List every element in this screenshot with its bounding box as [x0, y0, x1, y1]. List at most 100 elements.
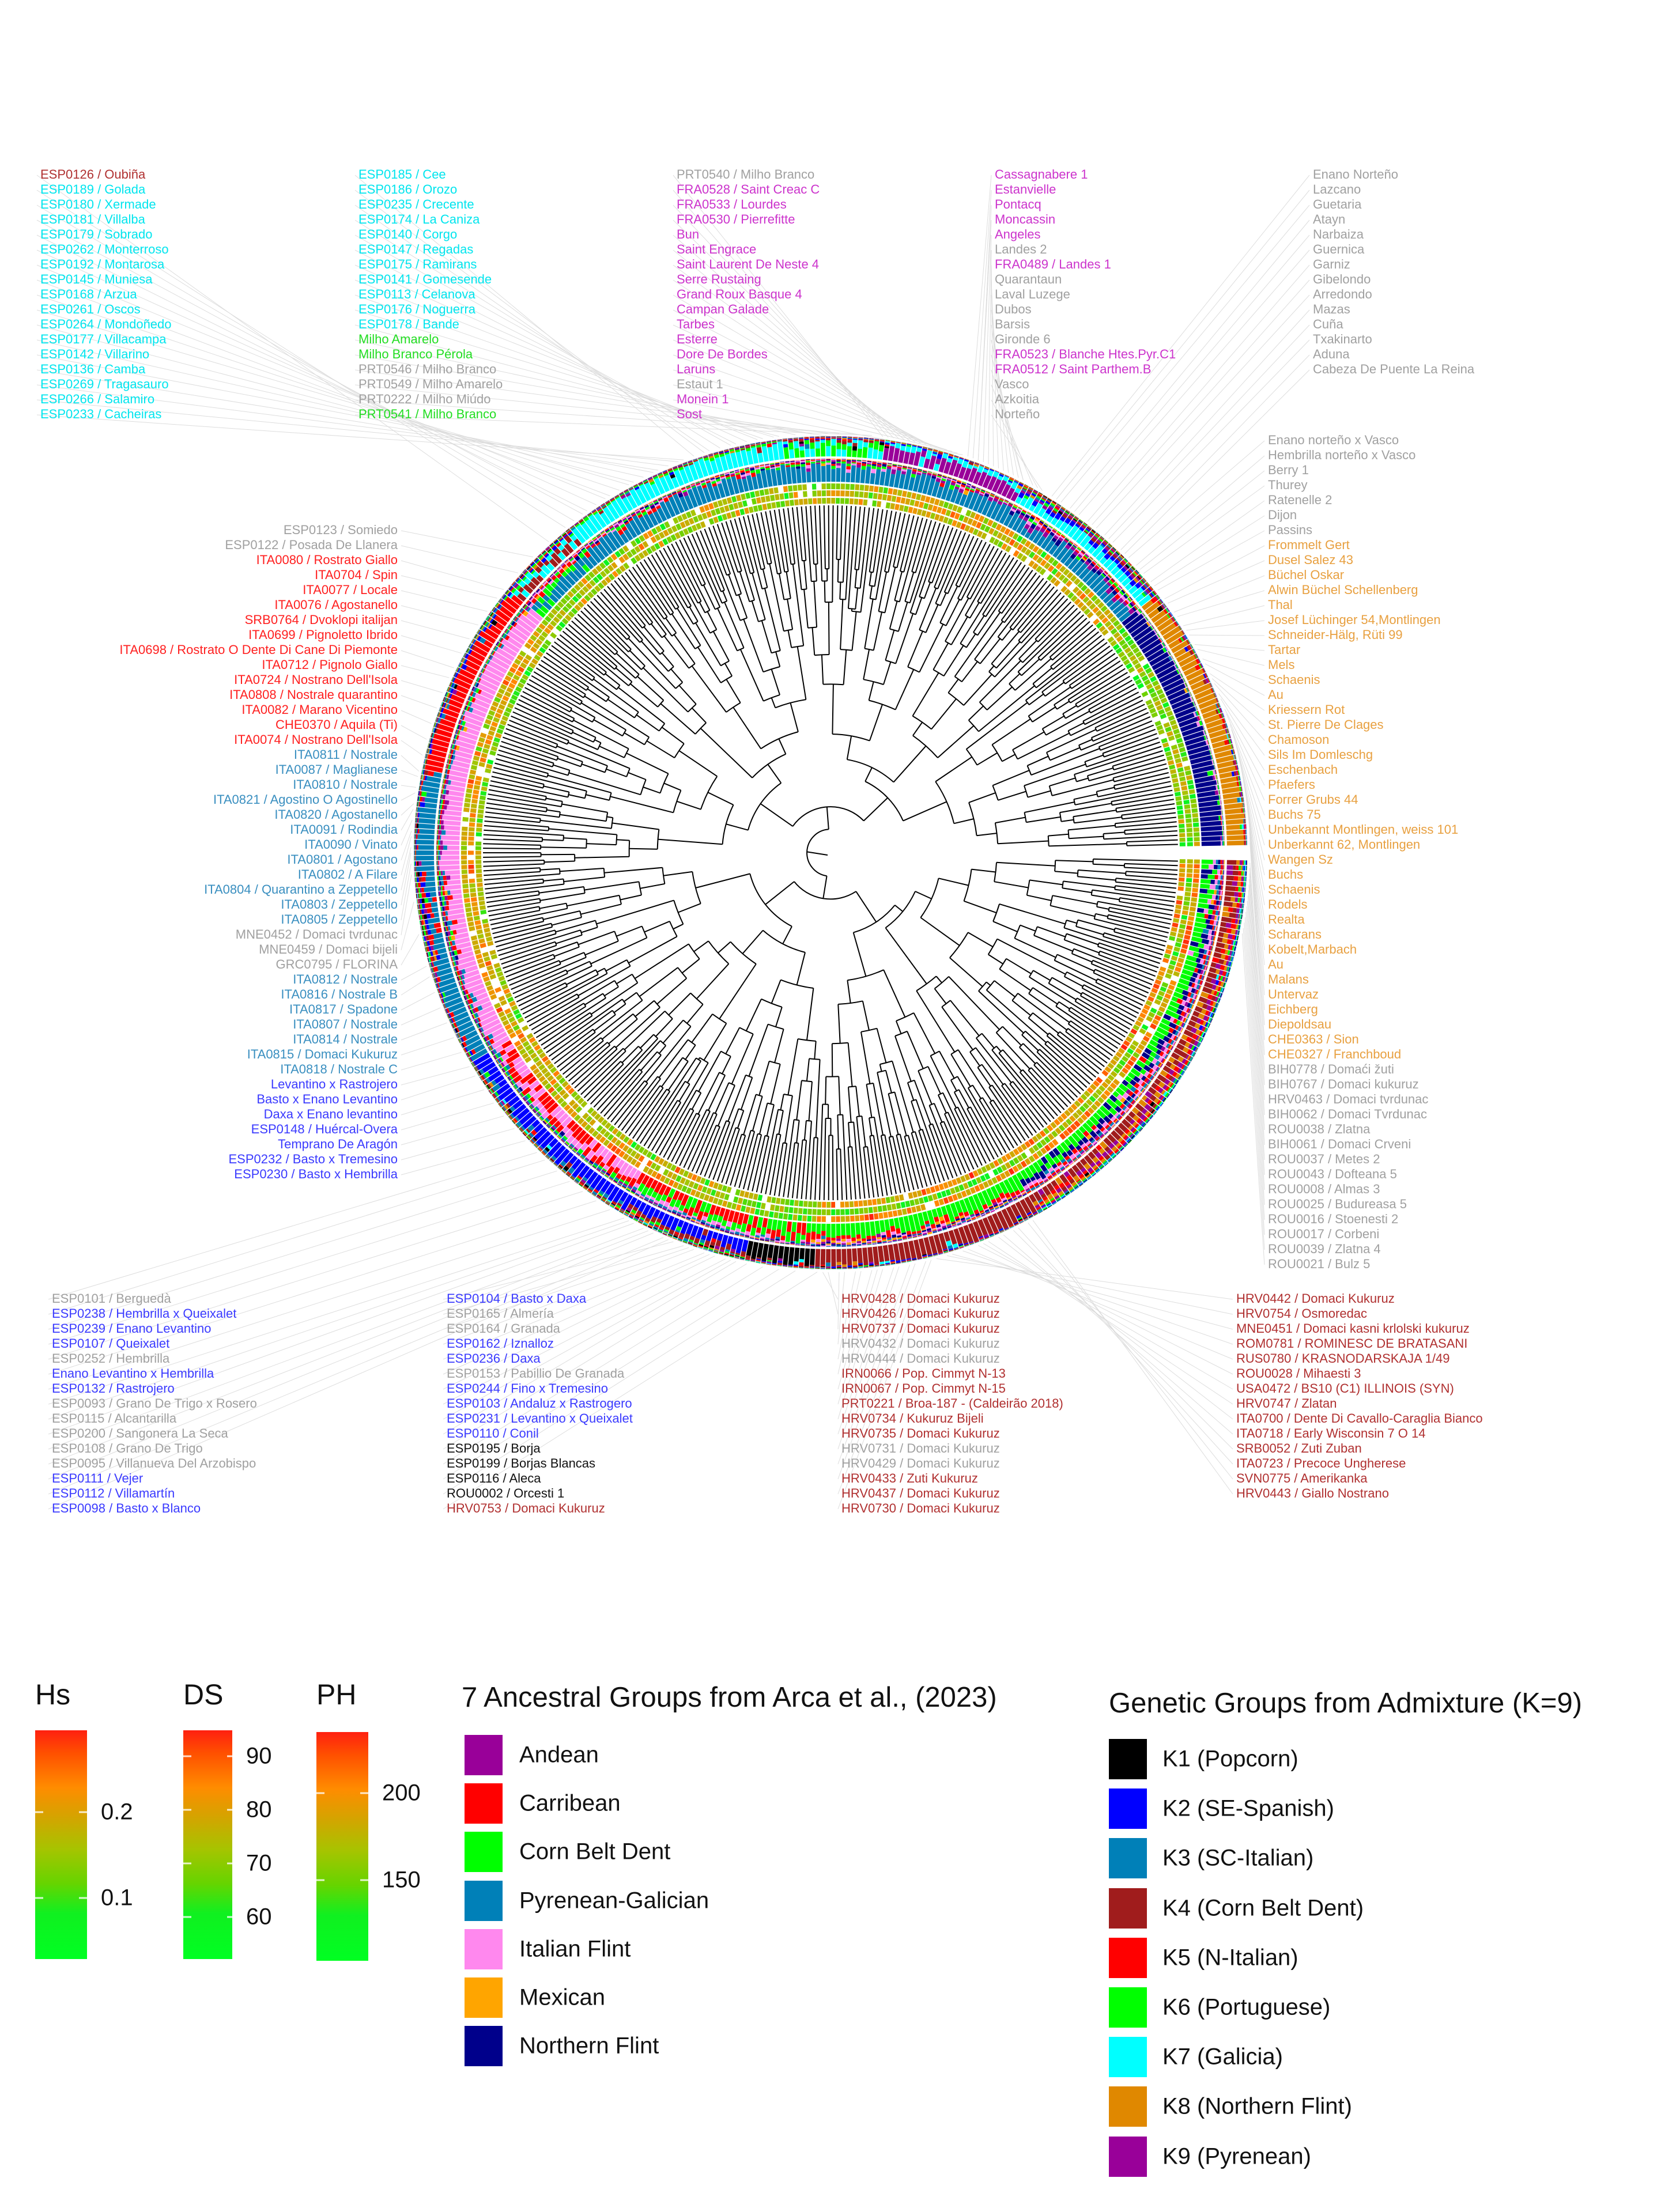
hs-cell: [1179, 868, 1186, 873]
tree-branch: [922, 1129, 941, 1183]
ph-cell: [943, 501, 949, 509]
ph-cell: [462, 816, 469, 822]
tree-branch: [932, 1124, 954, 1178]
tree-branch: [760, 803, 794, 827]
ds-cell: [693, 516, 699, 523]
ph-cell: [463, 807, 470, 812]
tree-branch: [488, 789, 546, 801]
tree-branch: [1052, 895, 1098, 905]
hs-cell: [854, 1201, 859, 1207]
leader-line: [401, 1022, 447, 1041]
tree-arc: [675, 682, 683, 689]
tree-branch: [970, 1106, 999, 1158]
ph-cell: [1187, 920, 1194, 926]
leader-line: [1051, 175, 1310, 497]
tree-arc: [1084, 761, 1088, 767]
leader-line: [1074, 235, 1310, 512]
ds-cell: [470, 897, 477, 902]
tree-arc: [1096, 791, 1098, 797]
tree-branch: [738, 1131, 756, 1188]
ph-cell: [498, 688, 505, 694]
tree-branch: [574, 1048, 618, 1088]
ds-cell: [1186, 878, 1192, 883]
tree-branch: [787, 599, 794, 630]
tree-branch: [791, 507, 802, 590]
ds-cell: [715, 1190, 721, 1198]
tree-branch: [504, 732, 583, 762]
tree-arc: [1067, 730, 1071, 736]
tree-branch: [488, 902, 541, 912]
ds-cell: [1187, 859, 1193, 864]
tree-branch: [725, 1027, 740, 1054]
hs-cell: [1179, 877, 1185, 882]
tree-branch: [695, 873, 750, 888]
ds-cell: [469, 883, 475, 888]
tree-branch: [780, 1094, 784, 1110]
ancestral-segment: [442, 815, 461, 821]
ds-cell: [1168, 735, 1175, 742]
ds-cell: [821, 1209, 826, 1215]
tree-branch: [958, 1089, 969, 1109]
tree-branch: [756, 1136, 769, 1193]
ds-cell: [1021, 546, 1028, 554]
ds-cell: [751, 498, 757, 505]
tree-branch: [957, 542, 987, 599]
hs-cell: [1149, 708, 1156, 714]
ph-cell: [519, 650, 527, 657]
leader-line: [1229, 724, 1265, 816]
hs-cell: [921, 510, 927, 517]
tree-branch: [707, 611, 718, 630]
tree-branch: [575, 856, 629, 859]
ph-cell: [850, 1215, 855, 1222]
ds-cell: [877, 493, 883, 500]
ph-cell: [1192, 818, 1199, 823]
hs-cell: [1115, 647, 1123, 655]
leader-line: [1247, 895, 1265, 1160]
tree-branch: [708, 1075, 726, 1111]
tree-arc: [554, 930, 557, 934]
leader-line: [1139, 470, 1265, 570]
hs-cell: [785, 500, 790, 506]
ph-cell: [504, 675, 512, 682]
tree-branch: [639, 1057, 697, 1144]
leader-line: [354, 309, 774, 438]
hs-cell: [1077, 602, 1085, 608]
ds-cell: [1184, 809, 1191, 814]
tree-branch: [643, 1081, 686, 1147]
hs-cell: [571, 607, 578, 615]
hs-cell: [726, 1186, 732, 1193]
tree-branch: [628, 638, 677, 689]
leader-line: [401, 1116, 504, 1145]
tree-branch: [1094, 969, 1149, 994]
ph-cell: [1004, 528, 1011, 535]
ds-cell: [746, 1200, 752, 1207]
ph-cell: [480, 732, 487, 739]
tree-branch: [939, 592, 947, 606]
ds-cell: [932, 1193, 938, 1200]
hs-cell: [854, 498, 859, 505]
tree-branch: [671, 543, 702, 602]
tree-branch: [522, 974, 599, 1015]
tree-branch: [1055, 1005, 1118, 1049]
tree-branch: [892, 1061, 914, 1133]
tree-branch: [548, 774, 611, 793]
leader-line: [401, 863, 412, 921]
ds-cell: [568, 599, 576, 606]
tree-branch: [605, 959, 628, 971]
hs-cell: [587, 591, 594, 599]
ph-cell: [1194, 842, 1200, 846]
leader-line: [1214, 683, 1265, 741]
tree-branch: [639, 967, 678, 997]
ph-cell: [969, 511, 976, 519]
tree-branch: [758, 1103, 768, 1135]
tree-branch: [778, 509, 789, 572]
tree-branch: [1048, 982, 1077, 1000]
tree-branch: [1093, 863, 1125, 867]
tree-branches: [483, 505, 1178, 1201]
tree-branch: [758, 1061, 770, 1096]
ds-cell: [485, 739, 492, 745]
tree-branch: [584, 881, 639, 891]
ph-cell: [924, 496, 931, 503]
hs-cell: [722, 513, 727, 521]
tree-branch: [869, 704, 883, 741]
